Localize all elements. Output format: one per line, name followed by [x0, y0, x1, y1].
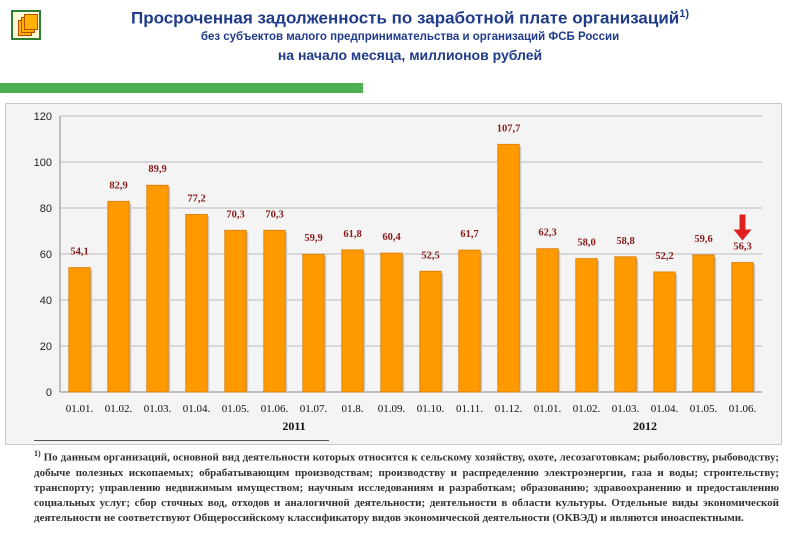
- bar: [731, 262, 754, 393]
- bar: [575, 258, 598, 393]
- y-tick-label: 0: [46, 387, 52, 399]
- chart-subtitle: без субъектов малого предпринимательства…: [200, 31, 620, 43]
- x-tick-label: 01.07.: [300, 403, 328, 415]
- chart-title: Просроченная задолженность по заработной…: [130, 8, 690, 28]
- x-tick-label: 01.09.: [378, 403, 406, 415]
- bar: [653, 271, 676, 393]
- year-label: 2011: [282, 419, 305, 433]
- bar: [341, 249, 364, 393]
- y-tick-label: 20: [40, 341, 52, 353]
- x-tick-label: 01.01.: [66, 403, 94, 415]
- footnote: 1) По данным организаций, основной вид д…: [34, 446, 779, 526]
- bar: [536, 248, 559, 393]
- data-label: 82,9: [109, 180, 127, 191]
- bar: [224, 229, 247, 393]
- title-footnote-marker: 1): [679, 8, 690, 20]
- bar: [692, 254, 715, 393]
- y-tick-label: 40: [40, 295, 52, 307]
- y-tick-label: 80: [40, 203, 52, 215]
- x-tick-label: 01.04.: [183, 403, 211, 415]
- year-label: 2012: [633, 419, 657, 433]
- data-label: 62,3: [538, 228, 556, 239]
- bar: [380, 252, 403, 393]
- data-label: 52,5: [421, 250, 439, 261]
- x-tick-label: 01.03.: [612, 403, 640, 415]
- footnote-divider: [34, 440, 329, 441]
- bar: [458, 249, 481, 393]
- data-label: 52,2: [655, 251, 673, 262]
- down-arrow-icon: [733, 214, 752, 241]
- y-tick-label: 60: [40, 249, 52, 261]
- data-label: 107,7: [497, 123, 521, 134]
- x-tick-label: 01.02.: [105, 403, 133, 415]
- bar: [263, 229, 286, 393]
- footnote-text: По данным организаций, основной вид деят…: [34, 451, 779, 524]
- x-tick-label: 01.10.: [417, 403, 445, 415]
- chart-unit-subtitle: на начало месяца, миллионов рублей: [277, 47, 543, 63]
- data-label: 70,3: [265, 209, 283, 220]
- data-label: 58,0: [577, 238, 595, 249]
- bar: [497, 143, 520, 393]
- x-tick-label: 01.03.: [144, 403, 172, 415]
- x-tick-label: 01.02.: [573, 403, 601, 415]
- x-tick-label: 01.04.: [651, 403, 679, 415]
- y-tick-label: 120: [34, 111, 52, 123]
- app-logo-icon: [11, 10, 41, 40]
- y-tick-label: 100: [34, 157, 52, 169]
- x-tick-label: 01.05.: [222, 403, 250, 415]
- bar: [68, 267, 91, 393]
- x-tick-label: 01.12.: [495, 403, 523, 415]
- x-tick-label: 01.05.: [690, 403, 718, 415]
- data-label: 59,9: [304, 233, 322, 244]
- data-label: 89,9: [148, 164, 166, 175]
- data-label: 54,1: [70, 247, 88, 258]
- data-label: 77,2: [187, 193, 205, 204]
- bar: [185, 214, 208, 393]
- data-label: 61,7: [460, 229, 478, 240]
- x-tick-label: 01.01.: [534, 403, 562, 415]
- data-label: 60,4: [382, 232, 401, 243]
- data-label: 56,3: [733, 242, 751, 253]
- bar: [302, 253, 325, 393]
- footnote-marker: 1): [34, 449, 41, 458]
- data-label: 61,8: [343, 229, 361, 240]
- bar: [146, 184, 169, 393]
- data-label: 58,8: [616, 236, 634, 247]
- data-label: 59,6: [694, 234, 712, 245]
- bar: [107, 200, 130, 393]
- bar: [419, 270, 442, 393]
- x-tick-label: 01.06.: [729, 403, 757, 415]
- decorative-green-stripe: [0, 83, 363, 93]
- x-tick-label: 01.8.: [342, 403, 364, 415]
- data-label: 70,3: [226, 209, 244, 220]
- bar: [614, 256, 637, 393]
- x-tick-label: 01.11.: [456, 403, 483, 415]
- x-tick-label: 01.06.: [261, 403, 289, 415]
